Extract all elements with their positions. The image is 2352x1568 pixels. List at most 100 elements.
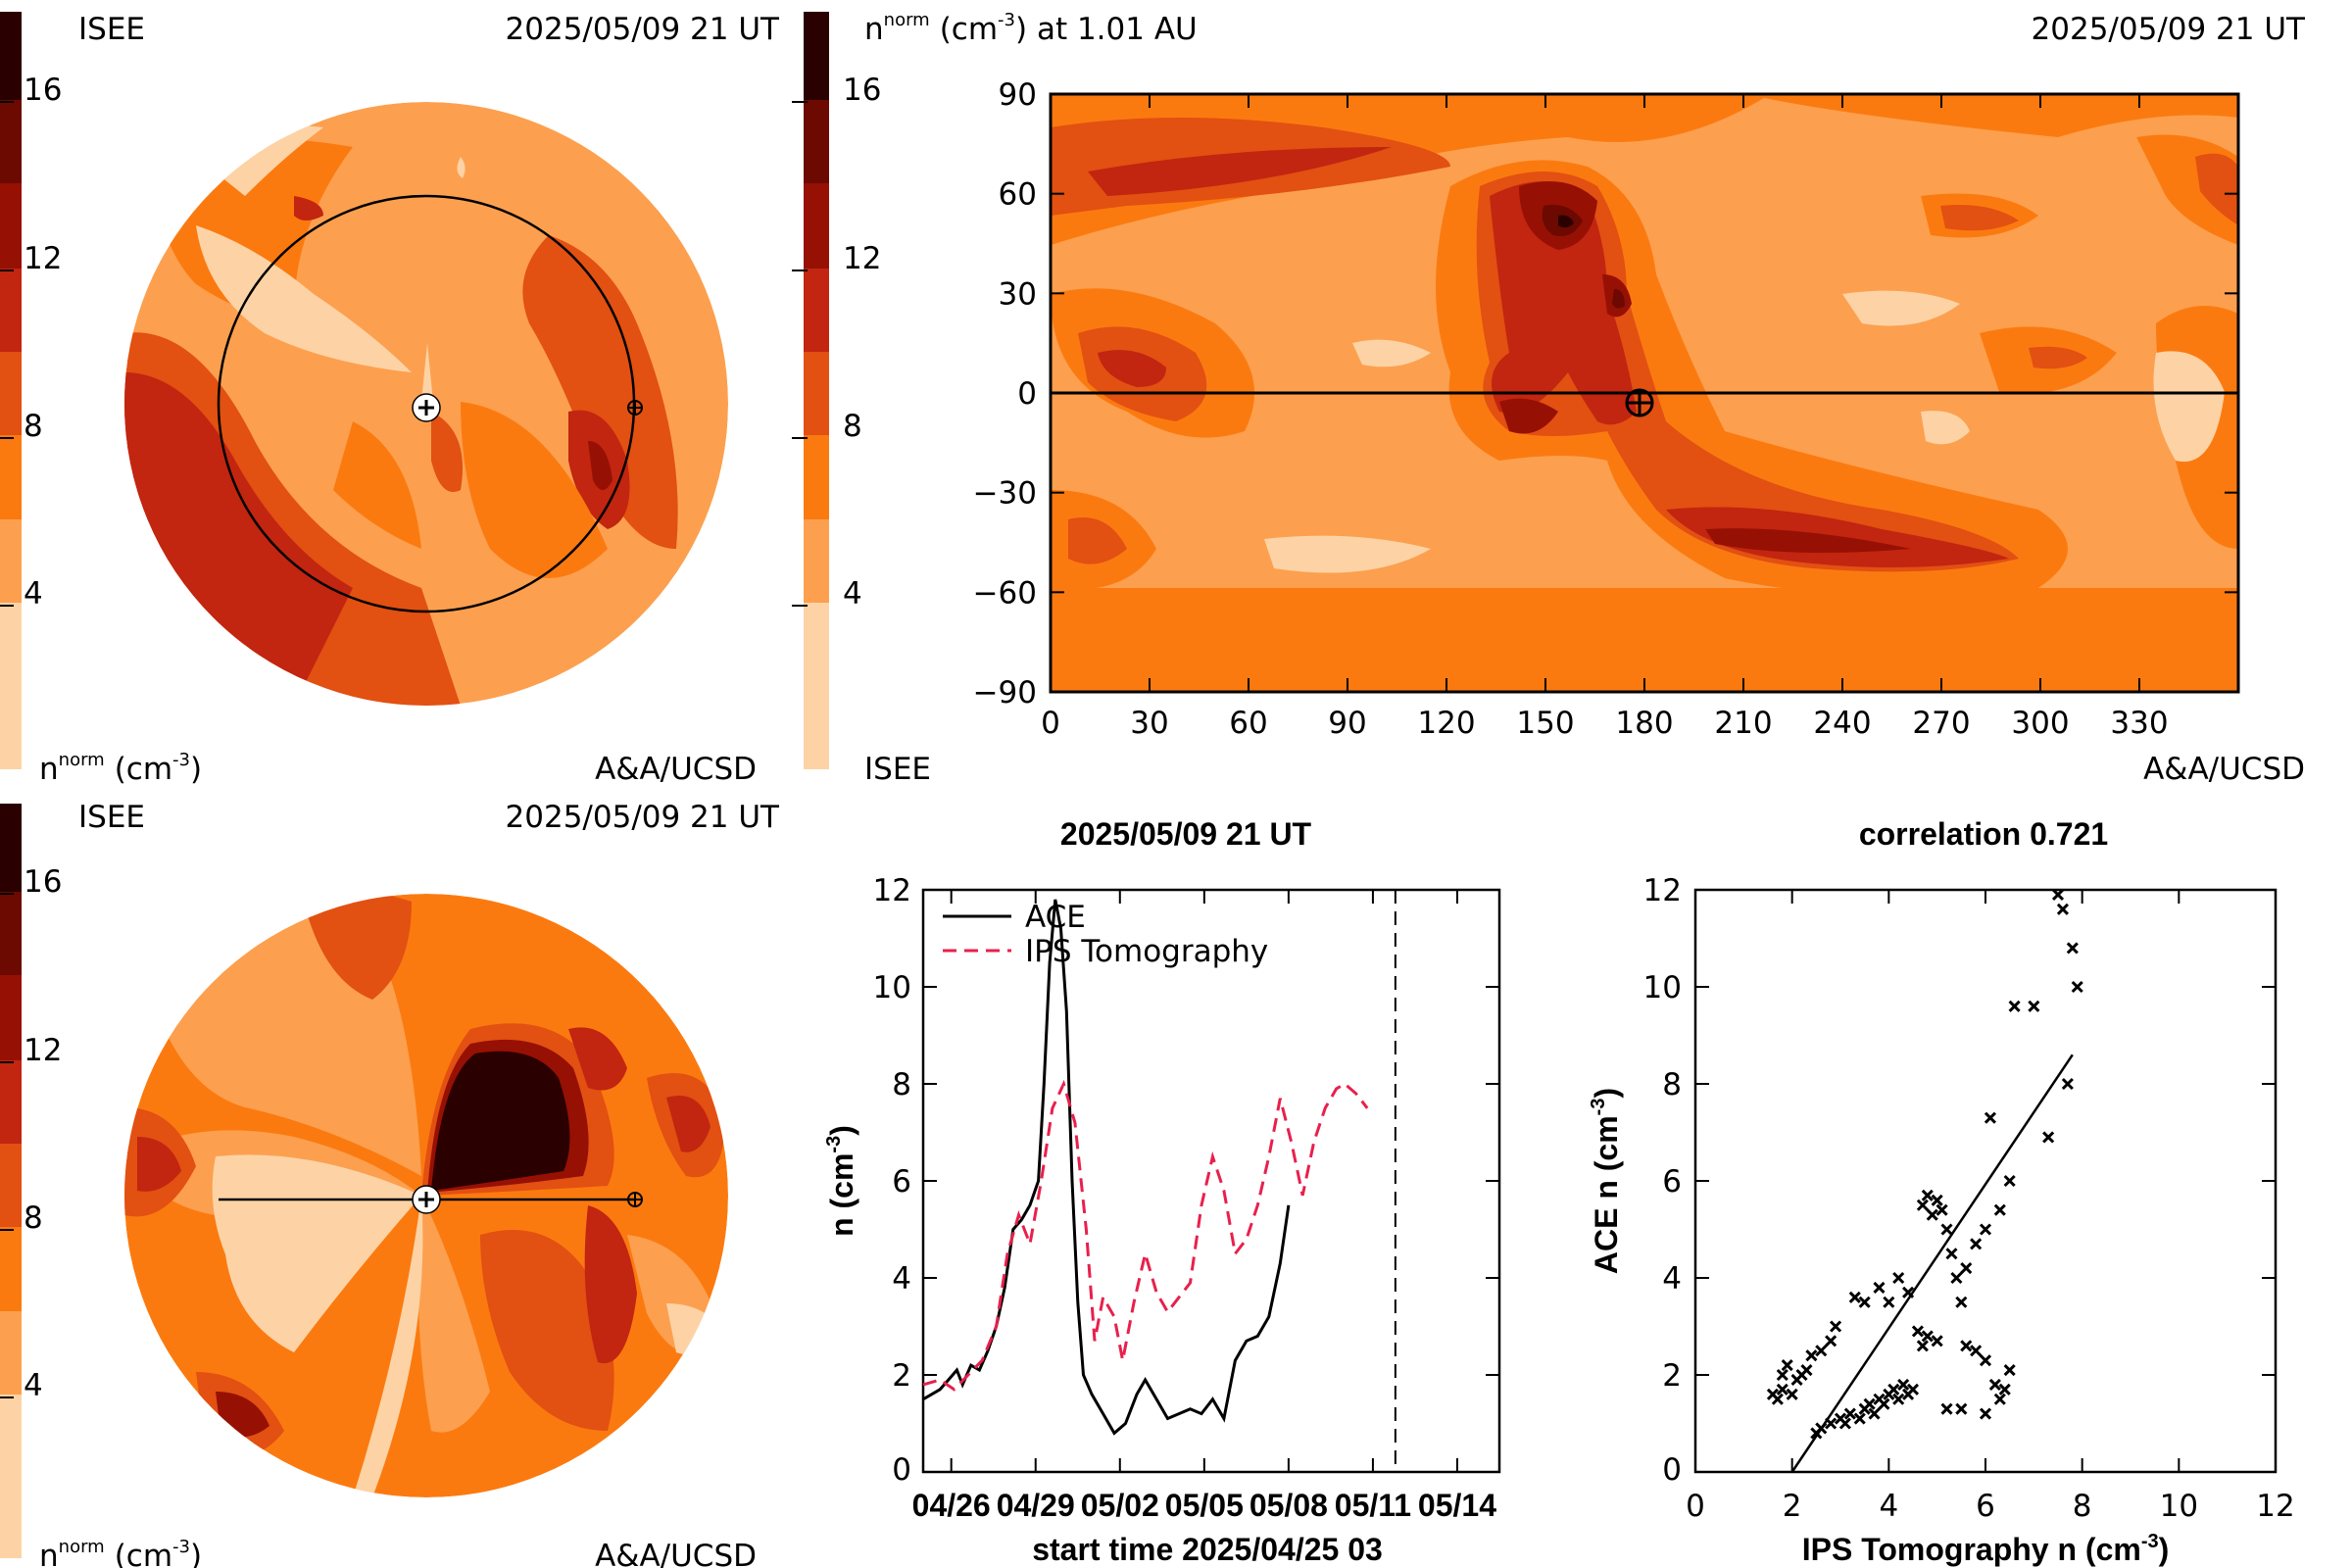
map-ytick-label: 60 xyxy=(999,177,1037,213)
scatter-xtick-label: 0 xyxy=(1686,1489,1705,1524)
map-xtick-label: 150 xyxy=(1516,706,1574,741)
scatter-point xyxy=(1853,1412,1866,1425)
line-chart-axes: 0 2 4 6 8 10 12 04/26 04/29 05/02 05/05 05/08 05/11 0… xyxy=(873,873,1499,1523)
scatter-point xyxy=(1945,1248,1958,1260)
map-ytick-label: 30 xyxy=(999,276,1037,312)
timestamp: 2025/05/09 21 UT xyxy=(506,12,781,47)
unit-label: nnorm (cm-3) xyxy=(39,1537,202,1568)
map-title: nnorm (cm-3) at 1.01 AU xyxy=(864,10,1198,47)
scatter-point xyxy=(1998,1383,2011,1396)
colorbar-tick: 12 xyxy=(24,241,62,276)
scatter-point xyxy=(1848,1291,1861,1303)
map-xtick-label: 120 xyxy=(1417,706,1475,741)
scatter-point xyxy=(1940,1402,1953,1415)
scatter-point xyxy=(1921,1189,1934,1201)
scatter-point xyxy=(1993,1203,2006,1216)
scatter-xlabel: IPS Tomography n (cm-3) xyxy=(1802,1531,2170,1567)
scatter-point xyxy=(2061,1077,2074,1091)
line-chart-xlabel: start time 2025/04/25 03 xyxy=(1032,1532,1383,1567)
scatter-point xyxy=(1878,1397,1890,1410)
scatter-point xyxy=(2056,903,2069,915)
scatter-point xyxy=(1970,1238,1983,1250)
scatter-point xyxy=(1776,1383,1788,1396)
scatter-point xyxy=(1970,1345,1983,1357)
map-xtick-label: 300 xyxy=(2011,706,2069,741)
colorbar-tick: 16 xyxy=(24,864,62,900)
scatter-point xyxy=(1838,1417,1851,1430)
legend-label-ips: IPS Tomography xyxy=(1025,934,1268,969)
legend-label-ace: ACE xyxy=(1025,900,1086,935)
map-xtick-label: 60 xyxy=(1229,706,1267,741)
scatter-point xyxy=(1960,1340,1973,1352)
scatter-point xyxy=(1815,1422,1828,1435)
scatter-xtick-label: 12 xyxy=(2256,1489,2294,1524)
scatter-point xyxy=(1906,1383,1920,1396)
sun-marker xyxy=(412,393,441,422)
series-line-ips-tomography xyxy=(922,1079,1369,1392)
scatter-point xyxy=(1873,1281,1886,1294)
scatter-point xyxy=(1936,1203,1948,1216)
map-ytick-label: −60 xyxy=(973,575,1037,611)
credit: A&A/UCSD xyxy=(2143,752,2305,787)
credit: A&A/UCSD xyxy=(595,752,757,787)
line-chart-series xyxy=(922,899,1369,1436)
scatter-point xyxy=(1868,1407,1881,1420)
map-xtick-label: 330 xyxy=(2110,706,2168,741)
line-xtick-label: 05/02 xyxy=(1081,1488,1159,1523)
colorbar-bl-ticks: 16 12 8 4 xyxy=(0,864,62,1403)
timestamp: 2025/05/09 21 UT xyxy=(506,800,781,835)
scatter-point xyxy=(1776,1368,1788,1382)
scatter-point xyxy=(1988,1378,2001,1391)
scatter-point xyxy=(1830,1320,1842,1333)
scatter-points xyxy=(1766,888,2083,1440)
scatter-point xyxy=(1863,1397,1876,1410)
line-chart-title: 2025/05/09 21 UT xyxy=(1060,816,1312,852)
scatter-point xyxy=(1979,1354,1992,1367)
line-ytick-label: 8 xyxy=(892,1067,911,1102)
scatter-axes: 0 2 4 6 8 10 12 0 2 4 6 8 10 12 xyxy=(1643,873,2295,1524)
scatter-point xyxy=(2071,980,2083,994)
scatter-point xyxy=(1916,1340,1929,1352)
earth-marker xyxy=(627,1192,643,1207)
unit-label: nnorm (cm-3) xyxy=(39,750,202,787)
scatter-point xyxy=(2003,1363,2016,1377)
scatter-point xyxy=(2008,1000,2021,1012)
map-xtick-label: 0 xyxy=(1041,706,1060,741)
colorbar-tick: 16 xyxy=(24,73,62,108)
map-xtick-label: 180 xyxy=(1615,706,1673,741)
scatter-point xyxy=(1902,1286,1915,1298)
scatter-point xyxy=(1843,1407,1856,1420)
colorbar-tl-ticks: 16 12 8 4 xyxy=(0,73,62,612)
scatter-point xyxy=(1887,1383,1900,1396)
colorbar-tick: 4 xyxy=(843,576,862,612)
line-xtick-label: 05/08 xyxy=(1250,1488,1328,1523)
scatter-point xyxy=(2066,942,2079,955)
scatter-point xyxy=(1883,1296,1895,1308)
scatter-point xyxy=(1781,1359,1793,1372)
line-xtick-label: 04/29 xyxy=(997,1488,1075,1523)
scatter-ytick-label: 4 xyxy=(1662,1261,1682,1297)
scatter-title: correlation 0.721 xyxy=(1859,816,2108,852)
scatter-point xyxy=(1979,1223,1992,1236)
map-ytick-label: 0 xyxy=(1017,376,1037,412)
sun-marker xyxy=(412,1185,441,1214)
line-chart-ylabel: n (cm-3) xyxy=(823,1125,859,1237)
colorbar-tr xyxy=(804,12,829,769)
scatter-point xyxy=(1911,1325,1924,1338)
scatter-point xyxy=(1955,1402,1968,1415)
panel-label: ISEE xyxy=(78,12,145,47)
scatter-point xyxy=(1950,1271,1963,1285)
map-xtick-label: 270 xyxy=(1912,706,1970,741)
map-ytick-label: −90 xyxy=(973,675,1037,710)
scatter-xtick-label: 2 xyxy=(1783,1489,1802,1524)
timestamp: 2025/05/09 21 UT xyxy=(2032,12,2307,47)
colorbar-tick: 4 xyxy=(24,1368,43,1403)
line-ytick-label: 6 xyxy=(892,1164,911,1200)
scatter-point xyxy=(1815,1345,1828,1357)
colorbar-tick: 8 xyxy=(24,409,43,444)
scatter-point xyxy=(1892,1393,1905,1405)
scatter-point xyxy=(1921,1330,1934,1343)
scatter-ytick-label: 6 xyxy=(1662,1164,1682,1200)
